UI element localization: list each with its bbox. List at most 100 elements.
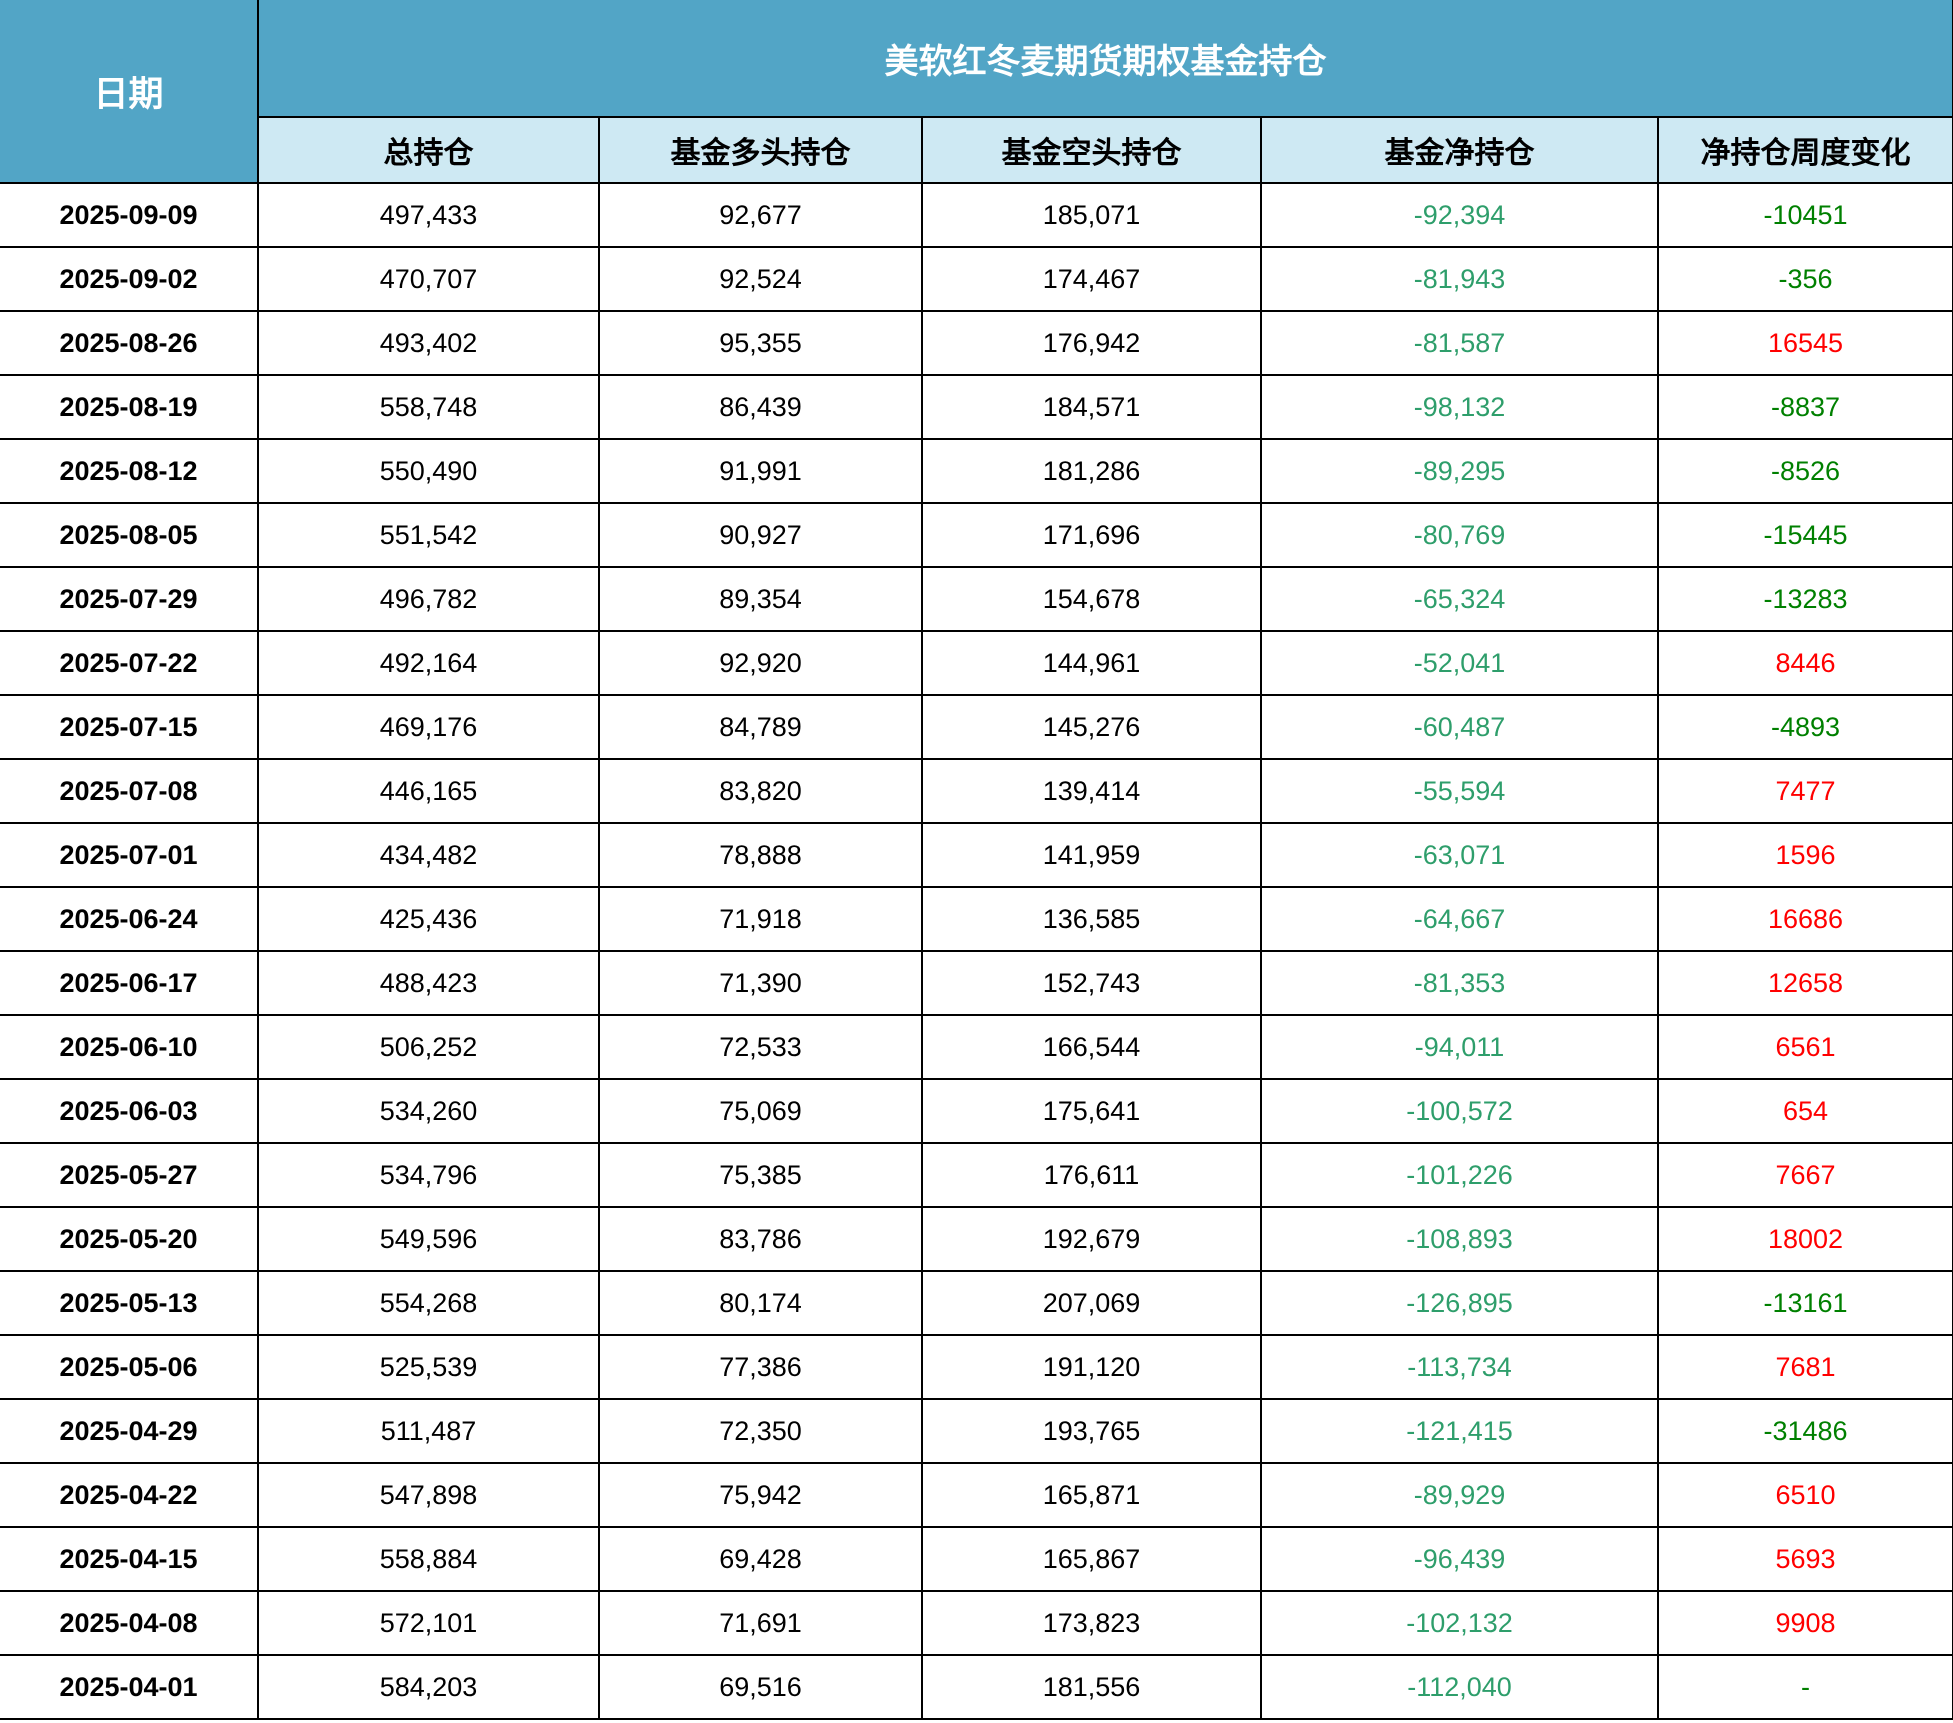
- fund-net-cell: -92,394: [1260, 182, 1659, 248]
- total-oi-cell: 534,260: [257, 1078, 600, 1144]
- fund-net-cell: -89,295: [1260, 438, 1659, 504]
- table-row: 2025-07-15 469,176 84,789 145,276 -60,48…: [0, 694, 1953, 760]
- total-oi-cell: 470,707: [257, 246, 600, 312]
- fund-short-cell: 176,611: [921, 1142, 1262, 1208]
- fund-long-cell: 83,820: [598, 758, 923, 824]
- fund-short-cell: 165,867: [921, 1526, 1262, 1592]
- column-header-fund-net: 基金净持仓: [1260, 116, 1659, 184]
- table-header: 日期 美软红冬麦期货期权基金持仓 总持仓 基金多头持仓 基金空头持仓 基金净持仓…: [0, 0, 1953, 184]
- fund-long-cell: 92,677: [598, 182, 923, 248]
- table-row: 2025-04-29 511,487 72,350 193,765 -121,4…: [0, 1398, 1953, 1464]
- table-row: 2025-07-29 496,782 89,354 154,678 -65,32…: [0, 566, 1953, 632]
- total-oi-cell: 525,539: [257, 1334, 600, 1400]
- net-weekly-change-cell: 654: [1656, 1078, 1953, 1144]
- total-oi-cell: 496,782: [257, 566, 600, 632]
- date-cell: 2025-08-05: [0, 502, 259, 568]
- fund-long-cell: 86,439: [598, 374, 923, 440]
- table-row: 2025-05-20 549,596 83,786 192,679 -108,8…: [0, 1206, 1953, 1272]
- date-cell: 2025-09-02: [0, 246, 259, 312]
- fund-long-cell: 71,918: [598, 886, 923, 952]
- total-oi-cell: 549,596: [257, 1206, 600, 1272]
- fund-net-cell: -89,929: [1260, 1462, 1659, 1528]
- table-row: 2025-09-02 470,707 92,524 174,467 -81,94…: [0, 246, 1953, 312]
- date-cell: 2025-06-24: [0, 886, 259, 952]
- fund-long-cell: 69,428: [598, 1526, 923, 1592]
- fund-net-cell: -81,587: [1260, 310, 1659, 376]
- net-weekly-change-cell: 5693: [1656, 1526, 1953, 1592]
- date-cell: 2025-04-15: [0, 1526, 259, 1592]
- fund-long-cell: 90,927: [598, 502, 923, 568]
- table-row: 2025-06-17 488,423 71,390 152,743 -81,35…: [0, 950, 1953, 1016]
- fund-short-cell: 141,959: [921, 822, 1262, 888]
- fund-net-cell: -126,895: [1260, 1270, 1659, 1336]
- date-cell: 2025-08-12: [0, 438, 259, 504]
- total-oi-cell: 584,203: [257, 1654, 600, 1720]
- table-row: 2025-06-24 425,436 71,918 136,585 -64,66…: [0, 886, 1953, 952]
- net-weekly-change-cell: 1596: [1656, 822, 1953, 888]
- fund-short-cell: 174,467: [921, 246, 1262, 312]
- fund-net-cell: -100,572: [1260, 1078, 1659, 1144]
- total-oi-cell: 492,164: [257, 630, 600, 696]
- fund-long-cell: 91,991: [598, 438, 923, 504]
- date-cell: 2025-06-17: [0, 950, 259, 1016]
- fund-short-cell: 181,286: [921, 438, 1262, 504]
- fund-long-cell: 71,691: [598, 1590, 923, 1656]
- table-row: 2025-09-09 497,433 92,677 185,071 -92,39…: [0, 182, 1953, 248]
- table-row: 2025-05-06 525,539 77,386 191,120 -113,7…: [0, 1334, 1953, 1400]
- table-row: 2025-04-01 584,203 69,516 181,556 -112,0…: [0, 1654, 1953, 1720]
- total-oi-cell: 511,487: [257, 1398, 600, 1464]
- fund-net-cell: -102,132: [1260, 1590, 1659, 1656]
- fund-net-cell: -63,071: [1260, 822, 1659, 888]
- date-cell: 2025-07-29: [0, 566, 259, 632]
- net-weekly-change-cell: -8837: [1656, 374, 1953, 440]
- date-cell: 2025-06-03: [0, 1078, 259, 1144]
- fund-long-cell: 83,786: [598, 1206, 923, 1272]
- total-oi-cell: 493,402: [257, 310, 600, 376]
- table-row: 2025-08-12 550,490 91,991 181,286 -89,29…: [0, 438, 1953, 504]
- fund-short-cell: 154,678: [921, 566, 1262, 632]
- net-weekly-change-cell: 18002: [1656, 1206, 1953, 1272]
- fund-long-cell: 89,354: [598, 566, 923, 632]
- total-oi-cell: 547,898: [257, 1462, 600, 1528]
- date-cell: 2025-07-08: [0, 758, 259, 824]
- date-cell: 2025-04-08: [0, 1590, 259, 1656]
- net-weekly-change-cell: -13283: [1656, 566, 1953, 632]
- total-oi-cell: 488,423: [257, 950, 600, 1016]
- fund-long-cell: 95,355: [598, 310, 923, 376]
- net-weekly-change-cell: -13161: [1656, 1270, 1953, 1336]
- fund-short-cell: 139,414: [921, 758, 1262, 824]
- date-cell: 2025-05-20: [0, 1206, 259, 1272]
- fund-net-cell: -98,132: [1260, 374, 1659, 440]
- fund-net-cell: -80,769: [1260, 502, 1659, 568]
- table-row: 2025-05-13 554,268 80,174 207,069 -126,8…: [0, 1270, 1953, 1336]
- total-oi-cell: 469,176: [257, 694, 600, 760]
- fund-long-cell: 77,386: [598, 1334, 923, 1400]
- total-oi-cell: 425,436: [257, 886, 600, 952]
- fund-short-cell: 173,823: [921, 1590, 1262, 1656]
- net-weekly-change-cell: -356: [1656, 246, 1953, 312]
- date-cell: 2025-09-09: [0, 182, 259, 248]
- net-weekly-change-cell: 16686: [1656, 886, 1953, 952]
- net-weekly-change-cell: 6510: [1656, 1462, 1953, 1528]
- date-cell: 2025-07-01: [0, 822, 259, 888]
- net-weekly-change-cell: -: [1656, 1654, 1953, 1720]
- column-header-fund-long: 基金多头持仓: [598, 116, 923, 184]
- fund-long-cell: 75,385: [598, 1142, 923, 1208]
- date-cell: 2025-05-13: [0, 1270, 259, 1336]
- fund-short-cell: 185,071: [921, 182, 1262, 248]
- fund-net-cell: -81,943: [1260, 246, 1659, 312]
- net-weekly-change-cell: -4893: [1656, 694, 1953, 760]
- fund-short-cell: 136,585: [921, 886, 1262, 952]
- date-cell: 2025-07-15: [0, 694, 259, 760]
- fund-long-cell: 92,920: [598, 630, 923, 696]
- fund-short-cell: 193,765: [921, 1398, 1262, 1464]
- total-oi-cell: 572,101: [257, 1590, 600, 1656]
- fund-short-cell: 184,571: [921, 374, 1262, 440]
- table-row: 2025-07-22 492,164 92,920 144,961 -52,04…: [0, 630, 1953, 696]
- fund-net-cell: -96,439: [1260, 1526, 1659, 1592]
- net-weekly-change-cell: -15445: [1656, 502, 1953, 568]
- fund-long-cell: 72,533: [598, 1014, 923, 1080]
- date-cell: 2025-06-10: [0, 1014, 259, 1080]
